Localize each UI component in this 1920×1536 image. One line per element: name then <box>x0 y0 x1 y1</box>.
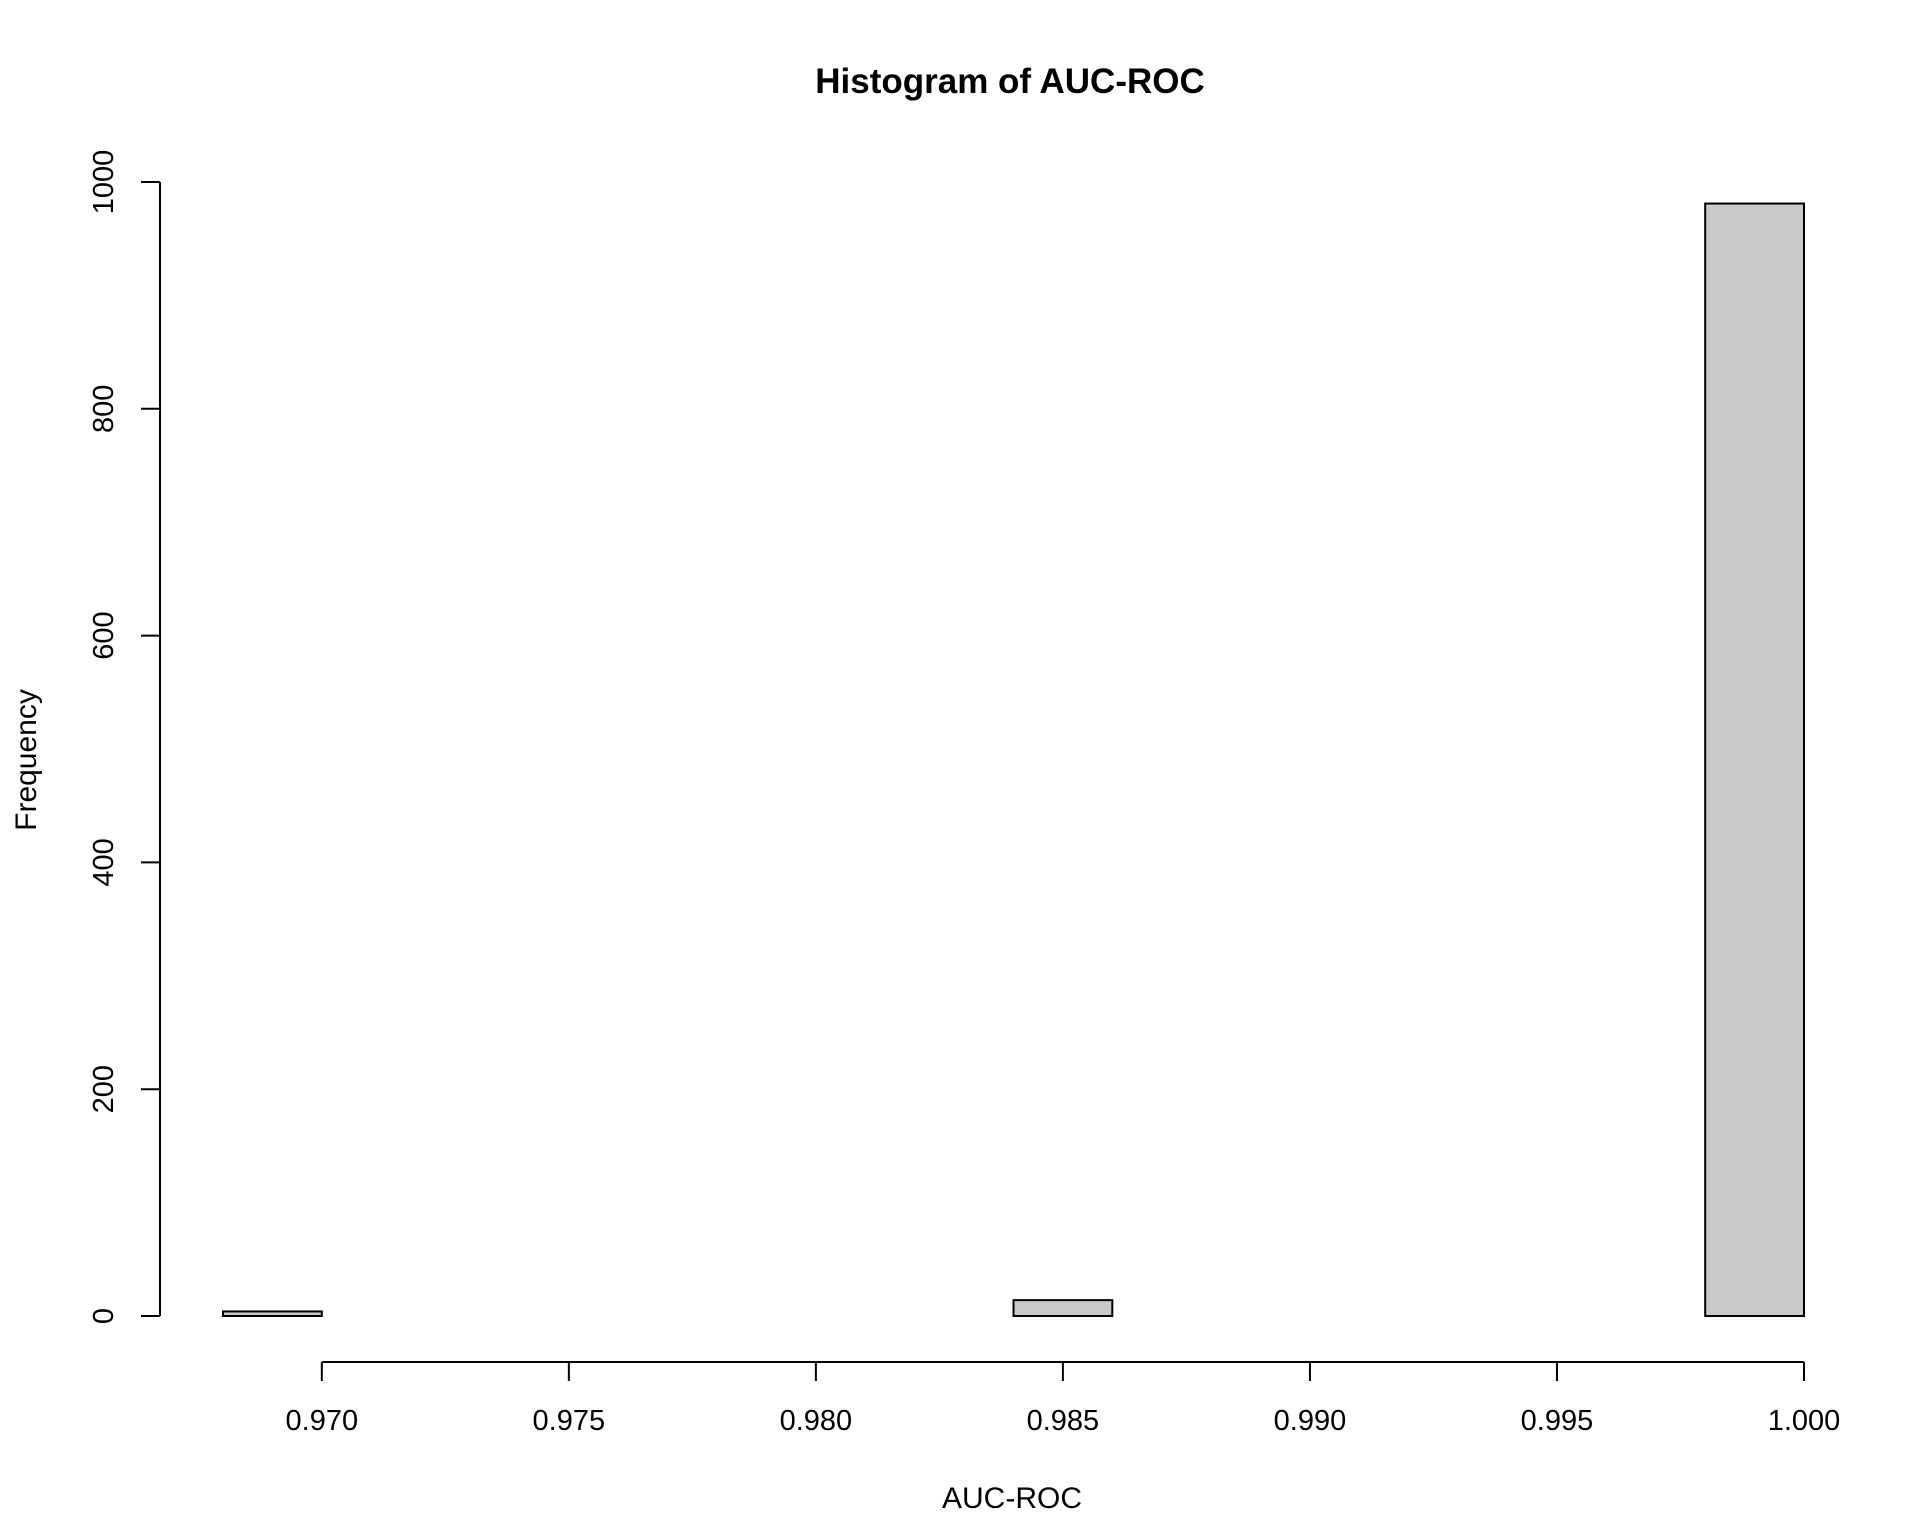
x-tick-label: 0.995 <box>1521 1405 1594 1437</box>
y-tick-label: 0 <box>88 1308 120 1324</box>
y-tick-label: 200 <box>88 1065 120 1113</box>
x-tick-label: 0.980 <box>780 1405 853 1437</box>
histogram-bar-8 <box>1012 1299 1114 1317</box>
x-tick-label: 0.985 <box>1027 1405 1100 1437</box>
y-tick-label: 400 <box>88 838 120 886</box>
x-axis: 0.970 0.975 0.980 0.985 0.990 0.995 1.000 <box>286 1361 1841 1437</box>
y-tick-label: 1000 <box>88 150 120 215</box>
y-tick-label: 800 <box>88 385 120 433</box>
x-tick-label: 1.000 <box>1768 1405 1841 1437</box>
chart-title: Histogram of AUC-ROC <box>815 62 1205 101</box>
y-tick-label: 600 <box>88 611 120 659</box>
histogram-bar-15 <box>1704 202 1805 1317</box>
y-axis-label: Frequency <box>10 689 43 831</box>
x-tick-label: 0.990 <box>1274 1405 1347 1437</box>
histogram-bar-0 <box>222 1310 323 1317</box>
x-tick-label: 0.975 <box>533 1405 606 1437</box>
bars-group <box>222 202 1805 1317</box>
x-tick-label: 0.970 <box>286 1405 359 1437</box>
y-axis: 0 200 400 600 800 1000 <box>88 150 161 1324</box>
x-axis-label: AUC-ROC <box>942 1482 1082 1515</box>
